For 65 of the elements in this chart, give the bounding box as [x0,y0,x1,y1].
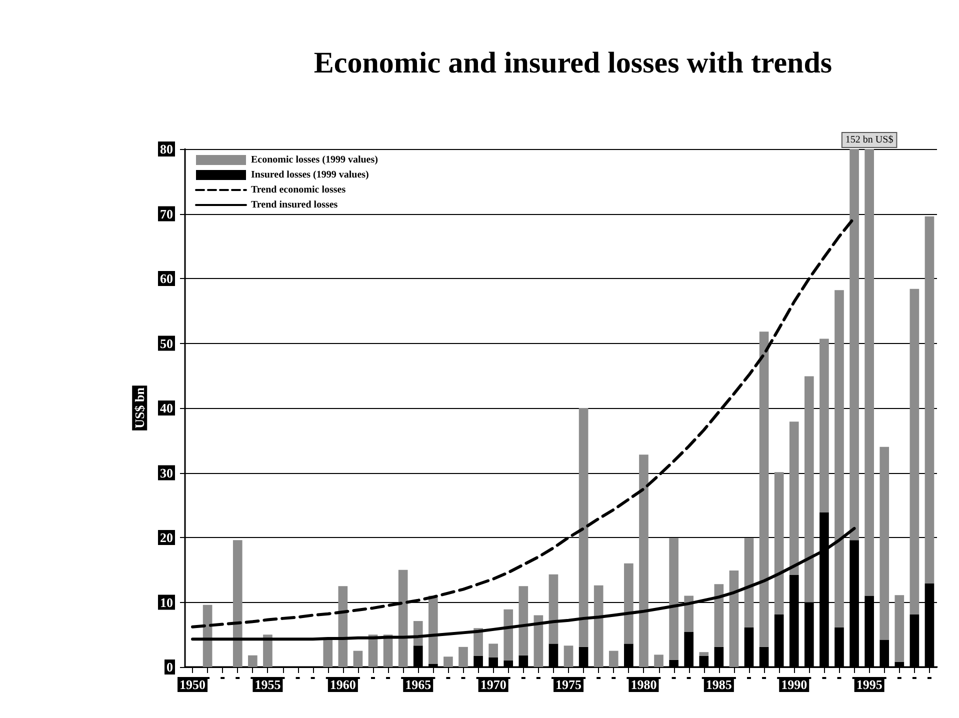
y-tick-label: 0 [166,660,173,674]
bar [518,586,528,656]
x-tick-label: 1950 [180,677,206,692]
bar [353,650,363,667]
bar [504,609,514,661]
bar [789,422,799,576]
y-tick-label: 70 [160,206,173,222]
bar [458,646,468,667]
bar [564,646,574,667]
x-tick-label: 1990 [781,677,808,692]
x-tick-label: 1960 [330,677,356,692]
bar [323,638,333,667]
bar [669,538,678,660]
legend-label: Insured losses (1999 values) [251,170,369,180]
bar [548,574,558,644]
y-tick-label: 40 [160,400,173,416]
x-tick-label: 1965 [405,677,432,692]
y-tick-label: 50 [160,336,173,351]
bar [684,596,694,632]
bar [444,656,453,667]
y-tick-label: 80 [160,142,173,156]
bar [880,446,890,640]
y-axis-title: US$ bn [132,386,148,428]
x-tick-label: 1995 [856,677,883,692]
bar [639,454,648,667]
annotation: 152 bn US$ [845,134,894,146]
legend-label: Trend insured losses [251,200,338,210]
y-tick-label: 30 [160,465,173,480]
x-tick-label: 1975 [556,677,582,692]
bar [820,338,829,512]
bar [714,584,724,647]
bar [774,472,784,615]
bar [398,570,408,667]
bar [804,376,814,602]
legend-label: Economic losses (1999 values) [251,154,378,166]
bar [624,563,634,644]
bar [729,570,739,667]
bar [894,595,904,662]
y-tick-label: 60 [160,271,173,286]
bar [248,655,258,667]
bar [910,288,920,615]
bar [428,596,438,664]
bar [759,332,769,647]
bar [578,408,588,647]
x-tick-label: 1980 [630,677,657,692]
bar [594,585,604,667]
bar [608,650,618,667]
x-tick-label: 1970 [480,677,506,692]
bar [850,149,859,540]
y-tick-label: 10 [160,594,173,610]
x-tick-label: 1955 [254,677,282,692]
bar [654,654,664,667]
legend-label: Trend economic losses [251,184,346,196]
bar [834,290,844,628]
bar [488,644,498,658]
bar [232,540,242,667]
x-tick-label: 1985 [706,677,732,692]
bar [534,615,544,667]
bar [864,149,874,596]
y-tick-label: 20 [160,530,173,545]
chart-title: Economic and insured losses with trends [314,46,832,80]
bar [263,634,272,667]
bar [744,538,754,628]
bar [699,652,709,656]
bar [924,216,934,584]
